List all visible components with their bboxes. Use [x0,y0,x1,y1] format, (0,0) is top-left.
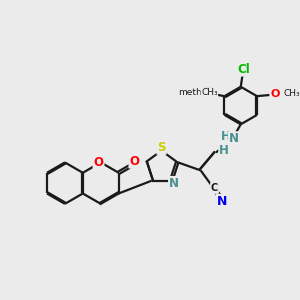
Text: N: N [229,132,239,145]
Text: N: N [169,177,179,190]
Text: C: C [211,183,218,193]
Text: CH₃: CH₃ [201,88,217,97]
Text: H: H [219,144,229,157]
Text: O: O [270,89,280,99]
Text: Cl: Cl [237,63,250,76]
Text: O: O [202,87,212,97]
Text: H: H [221,130,231,143]
Text: methoxy: methoxy [178,88,217,97]
Text: O: O [94,156,103,169]
Text: CH₃: CH₃ [284,89,300,98]
Text: O: O [129,155,140,168]
Text: S: S [157,141,166,154]
Text: N: N [217,195,227,208]
